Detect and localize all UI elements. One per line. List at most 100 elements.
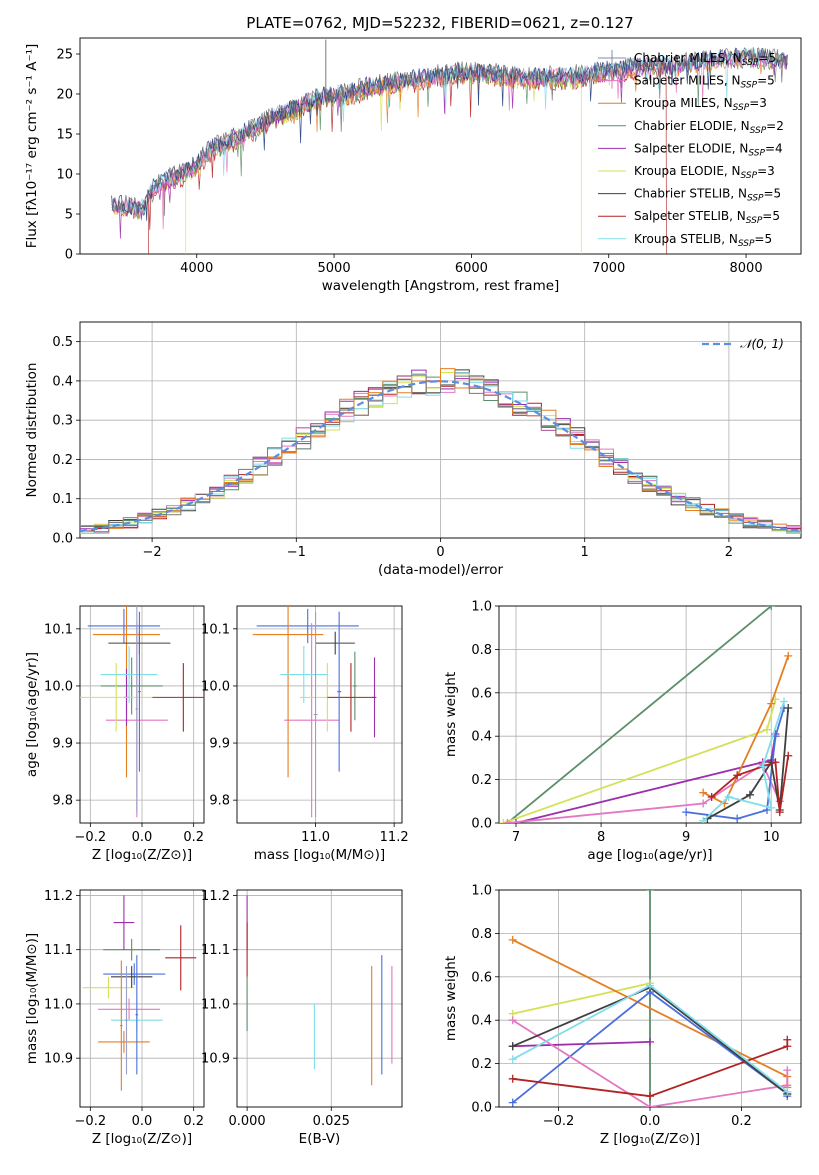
legend-label-text: Kroupa ELODIE, N bbox=[634, 164, 741, 178]
legend-label-tail: =4 bbox=[765, 141, 783, 155]
series-line bbox=[502, 699, 777, 823]
x-tick-label: 0.0 bbox=[132, 1114, 153, 1129]
legend-label-subscript: SSP bbox=[747, 194, 764, 204]
legend-label-subscript: SSP bbox=[748, 148, 765, 158]
series-marker bbox=[508, 1016, 517, 1025]
y-tick-label: 10 bbox=[56, 168, 73, 183]
y-tick-label: 0.6 bbox=[471, 686, 492, 701]
x-axis-label: (data-model)/error bbox=[378, 562, 504, 578]
y-axis-label: age [log₁₀(age/yr)] bbox=[24, 652, 40, 777]
y-tick-label: 0.4 bbox=[471, 1014, 492, 1029]
axes-frame bbox=[236, 889, 403, 1108]
y-tick-label: 9.9 bbox=[52, 737, 73, 752]
spectrum-series-kroupa-elodie bbox=[185, 66, 582, 254]
x-tick-label: 7000 bbox=[592, 261, 625, 276]
y-tick-label: 20 bbox=[56, 88, 73, 103]
y-axis-label: Flux [fλ10⁻¹⁷ erg cm⁻² s⁻¹ A⁻¹] bbox=[24, 44, 40, 249]
series-marker bbox=[646, 890, 654, 894]
legend-label-text: Chabrier STELIB, N bbox=[634, 187, 747, 201]
legend-label: Chabrier MILES, NSSP=5 bbox=[634, 51, 776, 68]
axes-frame bbox=[498, 605, 802, 824]
legend-label-subscript: SSP bbox=[746, 216, 763, 226]
legend-label-tail: =3 bbox=[757, 164, 775, 178]
x-axis-label: Z [log₁₀(Z/Z⊙)] bbox=[600, 1131, 700, 1147]
x-tick-label: −0.2 bbox=[543, 1114, 575, 1129]
series-marker bbox=[646, 1092, 654, 1101]
y-tick-label: 0.4 bbox=[471, 730, 492, 745]
plot-area bbox=[252, 606, 377, 818]
data-point bbox=[135, 606, 139, 812]
data-point bbox=[152, 663, 204, 732]
legend-label-text: Kroupa MILES, N bbox=[634, 96, 733, 110]
series-marker bbox=[508, 1074, 517, 1083]
y-tick-label: 11.0 bbox=[201, 997, 230, 1012]
data-point bbox=[284, 623, 340, 818]
legend-label-subscript: SSP bbox=[733, 103, 750, 113]
data-point bbox=[98, 1031, 150, 1053]
legend: 𝒩(0, 1) bbox=[702, 337, 784, 351]
series-marker bbox=[771, 758, 780, 767]
data-point bbox=[82, 976, 135, 999]
legend-label: Chabrier STELIB, NSSP=5 bbox=[634, 187, 781, 204]
series-marker bbox=[733, 814, 742, 823]
series-marker bbox=[699, 788, 708, 797]
legend-label-subscript: SSP bbox=[741, 81, 758, 91]
data-point bbox=[337, 611, 342, 772]
axes-frame bbox=[79, 889, 205, 1108]
legend-label-subscript: SSP bbox=[742, 58, 759, 68]
x-axis-label: Z [log₁₀(Z/Z⊙)] bbox=[92, 1131, 192, 1147]
mass-weight-vs-metallicity-panel: −0.2 0.0 0.2 0.0 0.2 0.4 0.6 0.8 1.0 Z [log₁₀(Z/Z… bbox=[443, 884, 802, 1147]
y-axis-label: mass weight bbox=[443, 956, 459, 1041]
series-marker bbox=[646, 981, 654, 990]
y-tick-label: 0.8 bbox=[471, 643, 492, 658]
age-vs-mass-panel: 11.0 11.2 9.8 9.9 10.0 10.1 mass [log₁₀(M/M⊙)] bbox=[201, 605, 409, 863]
series-marker bbox=[503, 819, 512, 823]
legend-label-text: Salpeter STELIB, N bbox=[634, 209, 746, 223]
legend-label: Salpeter ELODIE, NSSP=4 bbox=[634, 141, 783, 158]
legend-label-text: Chabrier ELODIE, N bbox=[634, 119, 750, 133]
series-marker bbox=[499, 819, 508, 823]
series-marker bbox=[699, 799, 708, 808]
x-tick-label: 6000 bbox=[455, 261, 488, 276]
x-tick-label: 0 bbox=[436, 545, 444, 560]
series-marker bbox=[767, 699, 776, 708]
plot-area bbox=[246, 895, 393, 1086]
x-axis-label: E(B-V) bbox=[299, 1131, 341, 1147]
series-marker bbox=[784, 751, 793, 760]
y-tick-label: 0.0 bbox=[471, 1101, 492, 1116]
series-marker bbox=[783, 1087, 792, 1096]
y-axis-label: mass [log₁₀(M/M⊙)] bbox=[24, 933, 40, 1064]
x-tick-label: −2 bbox=[143, 545, 162, 560]
y-tick-label: 0.0 bbox=[471, 817, 492, 832]
series-marker bbox=[699, 816, 708, 823]
x-tick-label: 11.0 bbox=[301, 830, 330, 845]
gaussian-curve bbox=[80, 380, 801, 533]
y-tick-label: 9.9 bbox=[209, 737, 230, 752]
series-marker bbox=[767, 606, 776, 610]
legend-label-tail: =5 bbox=[758, 51, 776, 65]
data-point bbox=[252, 606, 324, 778]
data-point bbox=[327, 663, 375, 732]
series-line bbox=[512, 1041, 651, 1048]
spectrum-series-chabrier-stelib bbox=[111, 47, 788, 216]
y-tick-label: 0.4 bbox=[52, 374, 73, 389]
legend-label-subscript: SSP bbox=[741, 171, 758, 181]
x-tick-label: 0.000 bbox=[228, 1114, 265, 1129]
x-tick-label: 1 bbox=[581, 545, 589, 560]
legend-label-tail: =3 bbox=[749, 96, 767, 110]
y-tick-label: 25 bbox=[56, 48, 73, 63]
y-tick-label: 1.0 bbox=[471, 600, 492, 615]
x-tick-label: 11.2 bbox=[380, 830, 409, 845]
data-point bbox=[92, 606, 161, 778]
y-tick-label: 11.2 bbox=[201, 889, 230, 904]
legend-label: Kroupa ELODIE, NSSP=3 bbox=[634, 164, 775, 181]
legend-label: Kroupa MILES, NSSP=3 bbox=[634, 96, 767, 113]
series-marker bbox=[707, 792, 716, 801]
legend-label-text: Salpeter MILES, N bbox=[634, 74, 741, 88]
data-point bbox=[87, 608, 161, 644]
x-tick-label: 0.0 bbox=[132, 830, 153, 845]
series-marker bbox=[733, 771, 742, 780]
x-tick-label: −0.2 bbox=[75, 1114, 107, 1129]
data-point bbox=[138, 611, 141, 772]
mass-vs-ebv-panel: 0.000 0.025 10.9 11.0 11.1 11.2 E(B-V) bbox=[201, 889, 403, 1147]
